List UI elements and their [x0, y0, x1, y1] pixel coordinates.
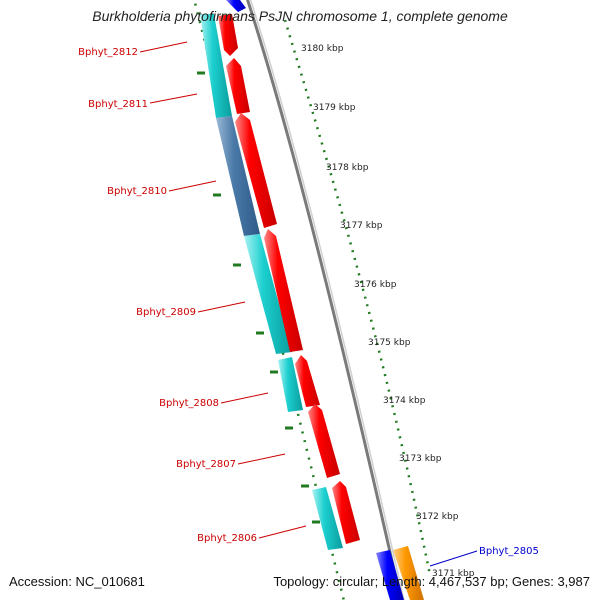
genome-summary-text: Topology: circular; Length: 4,467,537 bp…	[273, 574, 590, 589]
gene-arrow-bphyt-2805[interactable]	[393, 546, 424, 600]
gene-arrow-bphyt-2807[interactable]	[308, 404, 340, 478]
gene-arrow-bphyt-2808[interactable]	[295, 355, 320, 407]
label-leader-bphyt-2805	[429, 550, 478, 567]
gene-label[interactable]: Bphyt_2811	[88, 99, 148, 110]
kbp-label: 3175 kbp	[368, 338, 411, 348]
gene-arrow-bphyt-2810[interactable]	[235, 113, 277, 228]
gene-label[interactable]: Bphyt_2807	[176, 459, 236, 470]
gene-labels: Bphyt_2812 Bphyt_2811 Bphyt_2810 Bphyt_2…	[78, 47, 539, 557]
gene-label[interactable]: Bphyt_2812	[78, 47, 138, 58]
gene-label[interactable]: Bphyt_2808	[159, 398, 219, 409]
backbone	[246, 0, 405, 600]
gene-arrows	[218, 14, 424, 600]
accession-text: Accession: NC_010681	[9, 574, 145, 589]
kbp-label: 3177 kbp	[340, 221, 383, 231]
kbp-label: 3174 kbp	[383, 396, 426, 406]
kbp-label: 3173 kbp	[399, 454, 442, 464]
kbp-label: 3171 kbp	[432, 569, 475, 579]
gene-arrow-bphyt-2812[interactable]	[218, 14, 238, 56]
gene-fragment-top[interactable]	[226, 0, 246, 12]
track-dashes	[197, 71, 320, 524]
gene-arrow-bphyt-2809[interactable]	[264, 229, 303, 352]
gene-label[interactable]: Bphyt_2809	[136, 307, 196, 318]
kbp-label: 3180 kbp	[301, 44, 344, 54]
gene-arrow-bphyt-2806[interactable]	[332, 481, 360, 544]
kbp-labels: 3180 kbp 3179 kbp 3178 kbp 3177 kbp 3176…	[301, 44, 475, 579]
kbp-label: 3176 kbp	[354, 280, 397, 290]
label-leaders	[139, 41, 307, 539]
kbp-label: 3178 kbp	[326, 163, 369, 173]
cds-bphyt-2812[interactable]	[200, 14, 232, 118]
cds-bphyt-2810[interactable]	[244, 234, 292, 354]
cds-track	[200, 14, 404, 600]
cds-bphyt-2808[interactable]	[278, 357, 303, 412]
cds-bphyt-2811[interactable]	[216, 116, 260, 236]
scale-ruler	[283, 19, 432, 576]
map-title: Burkholderia phytofirmans PsJN chromosom…	[92, 8, 508, 24]
gene-arrow-bphyt-2811[interactable]	[226, 58, 250, 114]
gene-label[interactable]: Bphyt_2810	[107, 186, 167, 197]
gene-label[interactable]: Bphyt_2805	[479, 546, 539, 557]
cds-bphyt-2805[interactable]	[376, 550, 404, 600]
gene-label[interactable]: Bphyt_2806	[197, 533, 257, 544]
kbp-label: 3172 kbp	[416, 512, 459, 522]
kbp-label: 3179 kbp	[313, 103, 356, 113]
cds-bphyt-2806[interactable]	[312, 487, 343, 550]
